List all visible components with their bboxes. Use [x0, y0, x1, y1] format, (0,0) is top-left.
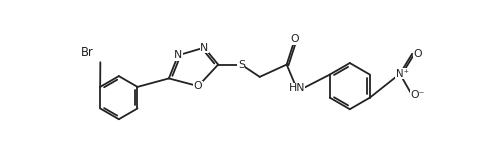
Text: N: N	[174, 50, 182, 60]
Text: O: O	[290, 34, 299, 44]
Text: N⁺: N⁺	[396, 69, 409, 79]
Text: Br: Br	[81, 46, 93, 59]
Text: O⁻: O⁻	[411, 90, 425, 100]
Text: O: O	[413, 49, 422, 59]
Text: N: N	[200, 43, 208, 53]
Text: O: O	[194, 81, 203, 91]
Text: S: S	[238, 60, 245, 70]
Text: HN: HN	[288, 83, 305, 93]
